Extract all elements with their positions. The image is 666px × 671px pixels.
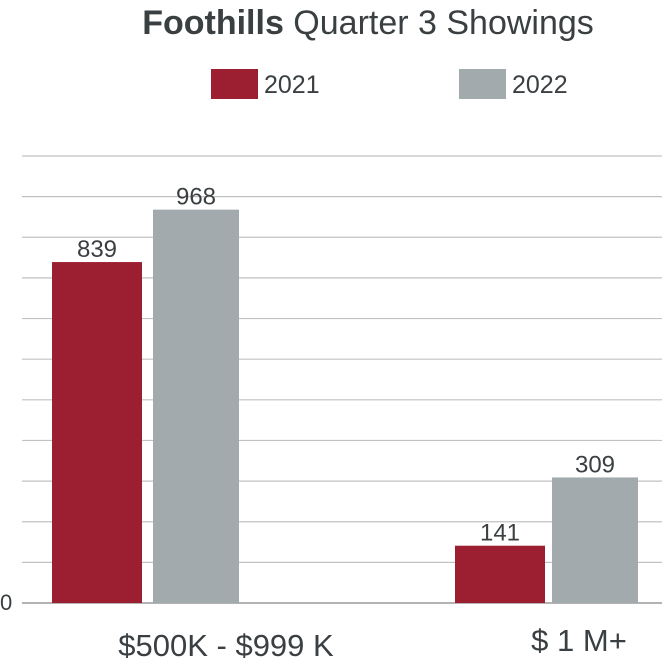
legend-label-2021: 2021 — [264, 71, 320, 99]
legend-label-2022: 2022 — [512, 71, 568, 99]
data-labels: 839 968 141 309 — [77, 184, 615, 547]
chart-title-rest: Quarter 3 Showings — [284, 4, 594, 42]
data-label-2022-500k-999k: 968 — [176, 184, 216, 211]
y-zero-tick-label: 0 — [0, 590, 12, 615]
bar-2022-500k-999k — [153, 209, 239, 603]
bar-2022-1m-plus — [552, 477, 638, 603]
data-label-2021-1m-plus: 141 — [480, 520, 520, 547]
legend-swatch-2022 — [459, 69, 506, 99]
bar-2021-1m-plus — [455, 545, 545, 603]
data-label-2022-1m-plus: 309 — [575, 451, 615, 478]
legend-swatch-2021 — [211, 69, 258, 99]
chart-title: Foothills Quarter 3 Showings — [142, 4, 594, 42]
bars — [52, 209, 638, 603]
data-label-2021-500k-999k: 839 — [77, 236, 117, 263]
bar-2021-500k-999k — [52, 262, 142, 603]
legend: 2021 2022 — [211, 69, 568, 99]
category-label-1m: $ 1 M+ — [531, 623, 627, 658]
chart-title-bold: Foothills — [142, 4, 284, 42]
category-label-500k: $500K - $999 K — [118, 628, 334, 663]
